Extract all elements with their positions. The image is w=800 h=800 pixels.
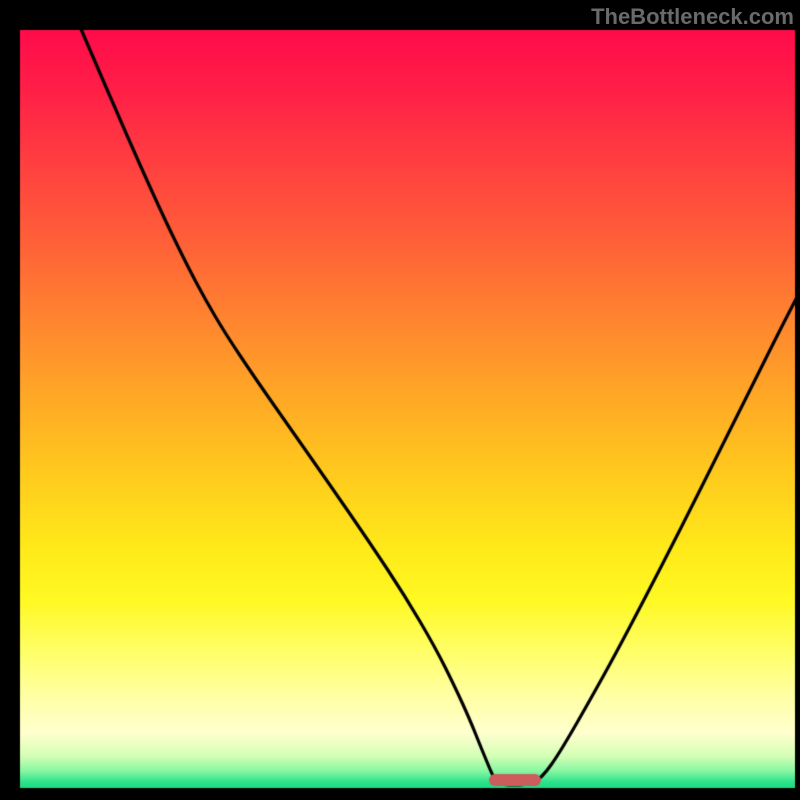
watermark-text: TheBottleneck.com (591, 4, 794, 30)
bottleneck-curve-chart (0, 0, 800, 800)
chart-container: TheBottleneck.com (0, 0, 800, 800)
